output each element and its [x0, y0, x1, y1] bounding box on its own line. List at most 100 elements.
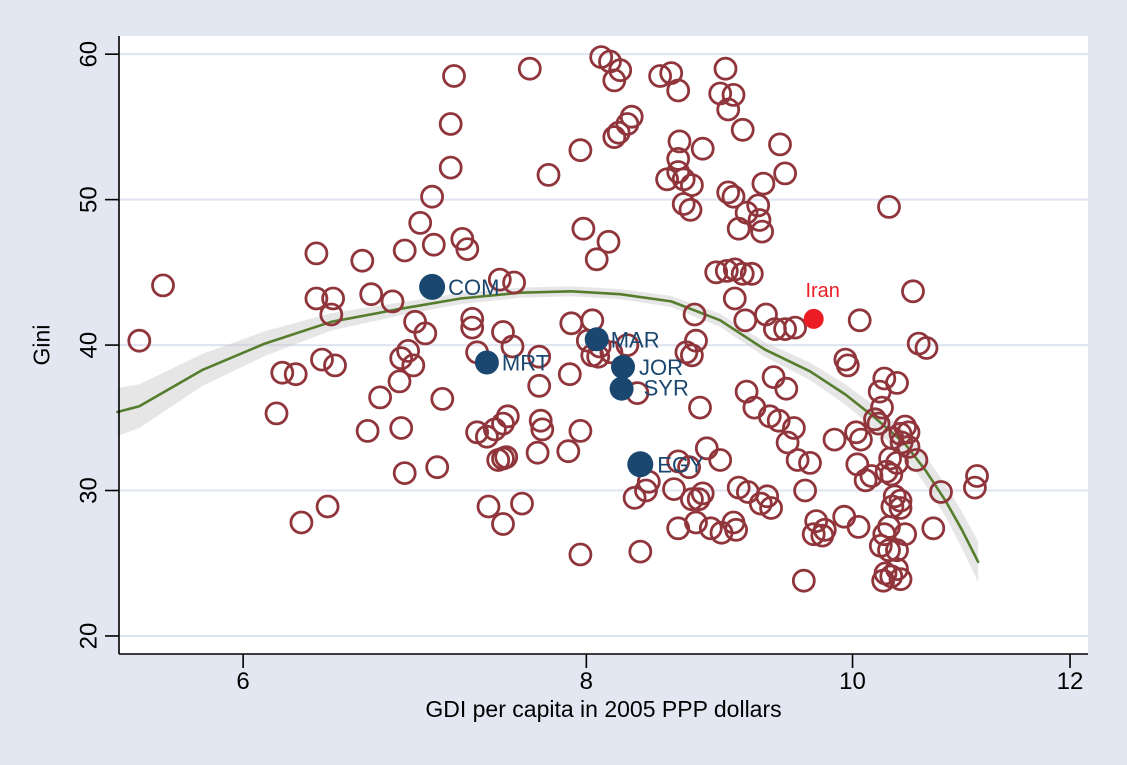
scatter-point: [648, 64, 672, 88]
scatter-point: [682, 302, 707, 327]
y-tick-label: 20: [75, 623, 102, 650]
scatter-point: [751, 171, 776, 196]
scatter-point: [476, 494, 501, 519]
scatter-point: [389, 346, 414, 371]
scatter-point: [494, 445, 519, 470]
scatter-point: [474, 424, 499, 449]
scatter-point: [460, 315, 485, 340]
scatter-point: [438, 112, 463, 136]
scatter-point: [455, 237, 480, 262]
scatter-point: [615, 112, 640, 136]
scatter-point: [401, 353, 426, 378]
scatter-point: [822, 427, 847, 452]
scatter-point: [667, 129, 692, 154]
scatter-point: [730, 261, 755, 286]
scatter-point: [556, 439, 581, 464]
scatter-point: [321, 286, 346, 311]
scatter-point: [849, 427, 873, 452]
scatter-point: [798, 450, 822, 475]
scatter-point: [730, 117, 755, 142]
scatter-point: [599, 340, 624, 365]
scatter-point: [380, 289, 405, 314]
scatter-point: [724, 517, 748, 542]
scatter-point: [495, 404, 520, 429]
x-axis-title: GDI per capita in 2005 PPP dollars: [425, 696, 782, 722]
scatter-point: [568, 542, 593, 567]
scatter-point: [460, 306, 485, 331]
scatter-point: [528, 408, 553, 433]
scatter-point: [748, 491, 773, 516]
scatter-point: [846, 515, 871, 539]
scatter-point: [387, 369, 412, 394]
scatter-point: [571, 216, 596, 241]
scatter-point: [420, 184, 445, 209]
scatter-point: [527, 373, 552, 398]
scatter-point: [368, 385, 393, 410]
scatter-point: [853, 468, 878, 493]
scatter-point: [714, 258, 739, 283]
scatter-point: [283, 362, 308, 387]
scatter-point: [885, 557, 909, 581]
country-label: SYR: [644, 376, 689, 401]
scatter-point: [289, 510, 314, 535]
scatter-point: [684, 328, 708, 353]
scatter-point: [812, 517, 837, 542]
scatter-point: [680, 343, 704, 368]
scatter-point: [527, 344, 552, 369]
scatter-point: [264, 401, 289, 426]
country-point: [609, 376, 634, 401]
x-tick-label: 10: [839, 668, 866, 695]
scatter-point: [403, 309, 428, 334]
scatter-point: [867, 379, 892, 404]
scatter-point: [766, 408, 791, 433]
scatter-point: [557, 362, 582, 387]
scatter-point: [774, 376, 799, 401]
scatter-point: [782, 416, 806, 440]
scatter-point: [430, 386, 455, 411]
scatter-point: [350, 248, 375, 273]
scatter-point: [871, 568, 896, 593]
scatter-point: [888, 496, 913, 520]
scatter-point: [396, 338, 421, 363]
y-tick-label: 60: [75, 41, 102, 68]
scatter-point: [921, 516, 946, 541]
scatter-point: [721, 184, 746, 209]
scatter-point: [315, 494, 340, 519]
scatter-point: [690, 481, 715, 506]
scatter-point: [698, 516, 723, 541]
scatter-point: [442, 64, 466, 88]
country-label: JOR: [639, 355, 683, 380]
scatter-point: [773, 317, 797, 342]
scatter-point: [746, 193, 771, 218]
country-label: MAR: [611, 327, 660, 352]
scatter-point: [759, 496, 783, 520]
scatter-point: [628, 539, 653, 564]
scatter-point: [530, 417, 555, 442]
scatter-point: [963, 475, 987, 500]
scatter-point: [874, 459, 899, 484]
scatter-point: [739, 261, 764, 286]
scatter-point: [904, 448, 929, 472]
scatter-point: [716, 180, 741, 205]
country-point: [584, 327, 609, 352]
scatter-point: [775, 430, 800, 455]
x-tick-label: 8: [580, 668, 593, 695]
scatter-point: [722, 286, 747, 311]
scatter-point: [678, 197, 703, 222]
scatter-point: [392, 238, 417, 263]
scatter-point: [671, 192, 696, 216]
scatter-point: [304, 286, 329, 311]
scatter-point: [929, 480, 953, 504]
scatter-point: [310, 347, 334, 372]
scatter-point: [151, 273, 175, 298]
scatter-point: [721, 83, 746, 107]
scatter-point: [596, 229, 621, 254]
scatter-point: [655, 167, 679, 192]
scatter-point: [684, 510, 708, 535]
scatter-point: [688, 395, 712, 420]
scatter-point: [602, 125, 627, 150]
scatter-point: [791, 568, 816, 593]
fit-line: [116, 289, 980, 564]
iran-point: [803, 308, 824, 329]
scatter-point: [517, 56, 542, 81]
